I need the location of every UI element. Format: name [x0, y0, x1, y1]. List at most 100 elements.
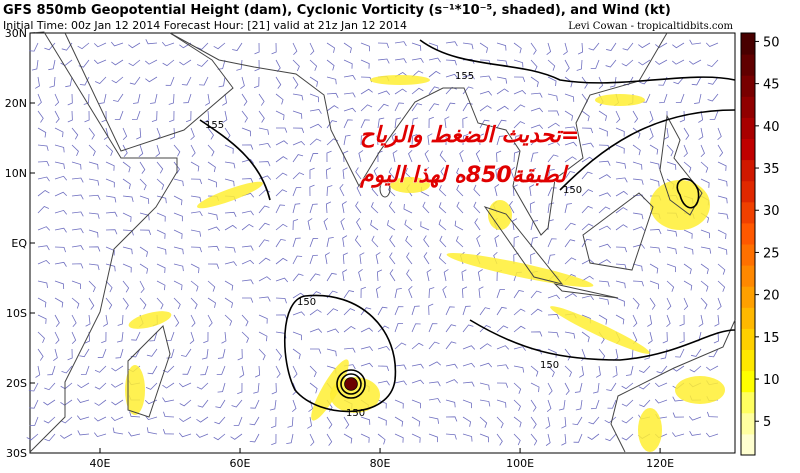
wind-barb: [513, 104, 526, 112]
wind-barb: [88, 212, 100, 219]
wind-barb: [343, 325, 356, 333]
wind-barb: [564, 59, 570, 72]
wind-barb: [404, 219, 413, 231]
wind-barb: [666, 297, 672, 311]
wind-barb: [564, 293, 577, 299]
wind-barb: [564, 348, 571, 361]
wind-barb: [122, 280, 130, 293]
cyclone-core: [345, 378, 357, 390]
wind-barb: [204, 110, 210, 123]
wind-barb: [632, 297, 640, 310]
wind-barb: [165, 331, 175, 342]
wind-barb: [292, 93, 304, 101]
wind-barb: [54, 227, 67, 233]
wind-barb: [547, 110, 560, 116]
wind-barb: [71, 314, 77, 328]
wind-barb: [179, 416, 192, 423]
wind-barb: [326, 328, 340, 334]
subtitle: Initial Time: 00z Jan 12 2014 Forecast H…: [3, 19, 407, 32]
wind-barb: [408, 149, 413, 163]
wind-barb: [360, 88, 373, 95]
wind-barb: [114, 110, 124, 120]
wind-barb: [258, 257, 271, 265]
wind-barb: [387, 220, 396, 231]
wind-barb: [442, 285, 447, 299]
wind-barb: [411, 323, 421, 333]
wind-barb: [111, 382, 124, 388]
wind-barb: [649, 246, 661, 253]
wind-barb: [496, 135, 505, 146]
wind-barb: [54, 161, 65, 169]
colorbar: 5 10 15 20 25 30 35 40 45 50: [740, 32, 780, 456]
colorbar-swatch: [741, 54, 755, 76]
wind-barb: [309, 365, 317, 378]
wind-barb: [513, 399, 521, 412]
wind-barb: [199, 76, 209, 86]
wind-barb: [411, 58, 424, 63]
wind-barb: [343, 433, 353, 444]
wind-barb: [638, 365, 651, 373]
wind-barb: [717, 212, 729, 220]
wind-barb: [598, 280, 610, 287]
wind-barb: [564, 382, 570, 395]
wind-barb: [632, 161, 643, 170]
colorbar-swatch: [741, 265, 755, 287]
wind-barb: [105, 246, 115, 256]
wind-barb: [513, 76, 526, 82]
wind-barb: [411, 342, 424, 350]
wind-barb: [178, 432, 192, 438]
wind-barb: [286, 433, 294, 445]
wind-barb: [388, 167, 396, 180]
wind-barb: [343, 59, 353, 69]
wind-barb: [411, 87, 424, 95]
wind-barb: [37, 176, 50, 182]
wind-barb: [342, 269, 348, 282]
wind-barb: [479, 382, 490, 391]
wind-barb: [445, 399, 456, 408]
wind-barb: [632, 226, 646, 231]
wind-barb: [445, 433, 457, 440]
colorbar-swatch: [741, 349, 755, 372]
wind-barb: [54, 209, 68, 215]
wind-barb: [275, 277, 289, 283]
wind-barb: [292, 348, 301, 360]
wind-barb: [178, 382, 192, 388]
wind-barb: [423, 252, 430, 265]
wind-barb: [424, 149, 430, 163]
wind-barb: [197, 399, 209, 408]
wind-barb: [389, 269, 396, 282]
wind-barb: [207, 212, 218, 220]
wind-barb: [581, 275, 594, 282]
wind-barb: [233, 416, 243, 426]
wind-barb: [683, 144, 688, 158]
colorbar-tick-label: 25: [763, 246, 780, 261]
wind-barb: [37, 331, 45, 344]
wind-barb: [110, 41, 124, 47]
wind-barb: [683, 280, 693, 291]
wind-barb: [360, 42, 370, 52]
wind-barb: [342, 167, 348, 180]
wind-barb: [236, 59, 243, 71]
wind-barb: [54, 127, 64, 138]
wind-barb: [706, 365, 719, 371]
wind-barb: [394, 41, 407, 47]
wind-barb: [271, 382, 277, 395]
wind-barb: [168, 93, 175, 105]
wind-barb: [455, 236, 464, 248]
wind-barb: [275, 140, 288, 146]
wind-barb: [77, 42, 90, 50]
wind-barb: [149, 331, 158, 342]
wind-barb: [207, 161, 216, 173]
wind-barb: [595, 365, 601, 378]
wind-barb: [122, 178, 131, 190]
wind-barb: [292, 365, 298, 379]
wind-barb: [717, 161, 727, 171]
wind-barb: [663, 127, 669, 140]
wind-barb: [31, 59, 39, 71]
wind-barb: [80, 365, 90, 376]
wind-barb: [201, 348, 209, 360]
wind-barb: [707, 76, 719, 85]
wind-barb: [54, 314, 60, 327]
wind-barb: [530, 107, 544, 113]
